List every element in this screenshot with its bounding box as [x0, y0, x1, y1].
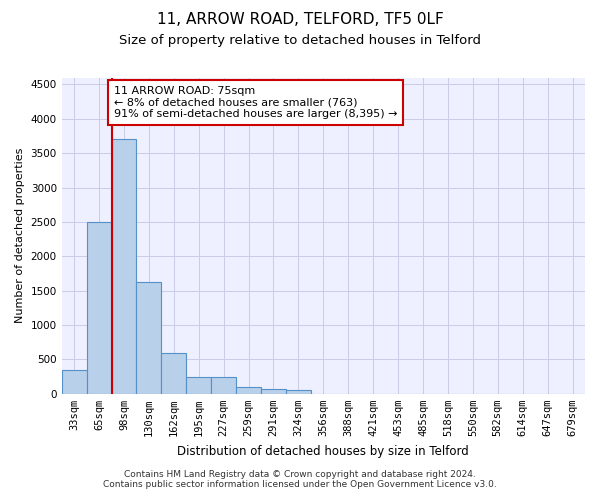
Bar	[186, 378, 211, 394]
Bar	[211, 378, 236, 394]
Text: 11 ARROW ROAD: 75sqm
← 8% of detached houses are smaller (763)
91% of semi-detac: 11 ARROW ROAD: 75sqm ← 8% of detached ho…	[114, 86, 398, 119]
Bar	[62, 370, 86, 394]
Bar	[261, 388, 286, 394]
Text: 11, ARROW ROAD, TELFORD, TF5 0LF: 11, ARROW ROAD, TELFORD, TF5 0LF	[157, 12, 443, 28]
Bar	[136, 282, 161, 394]
Y-axis label: Number of detached properties: Number of detached properties	[15, 148, 25, 324]
Bar	[236, 387, 261, 394]
X-axis label: Distribution of detached houses by size in Telford: Distribution of detached houses by size …	[178, 444, 469, 458]
Bar	[86, 222, 112, 394]
Bar	[161, 353, 186, 394]
Text: Size of property relative to detached houses in Telford: Size of property relative to detached ho…	[119, 34, 481, 47]
Bar	[112, 140, 136, 394]
Text: Contains HM Land Registry data © Crown copyright and database right 2024.
Contai: Contains HM Land Registry data © Crown c…	[103, 470, 497, 489]
Bar	[286, 390, 311, 394]
